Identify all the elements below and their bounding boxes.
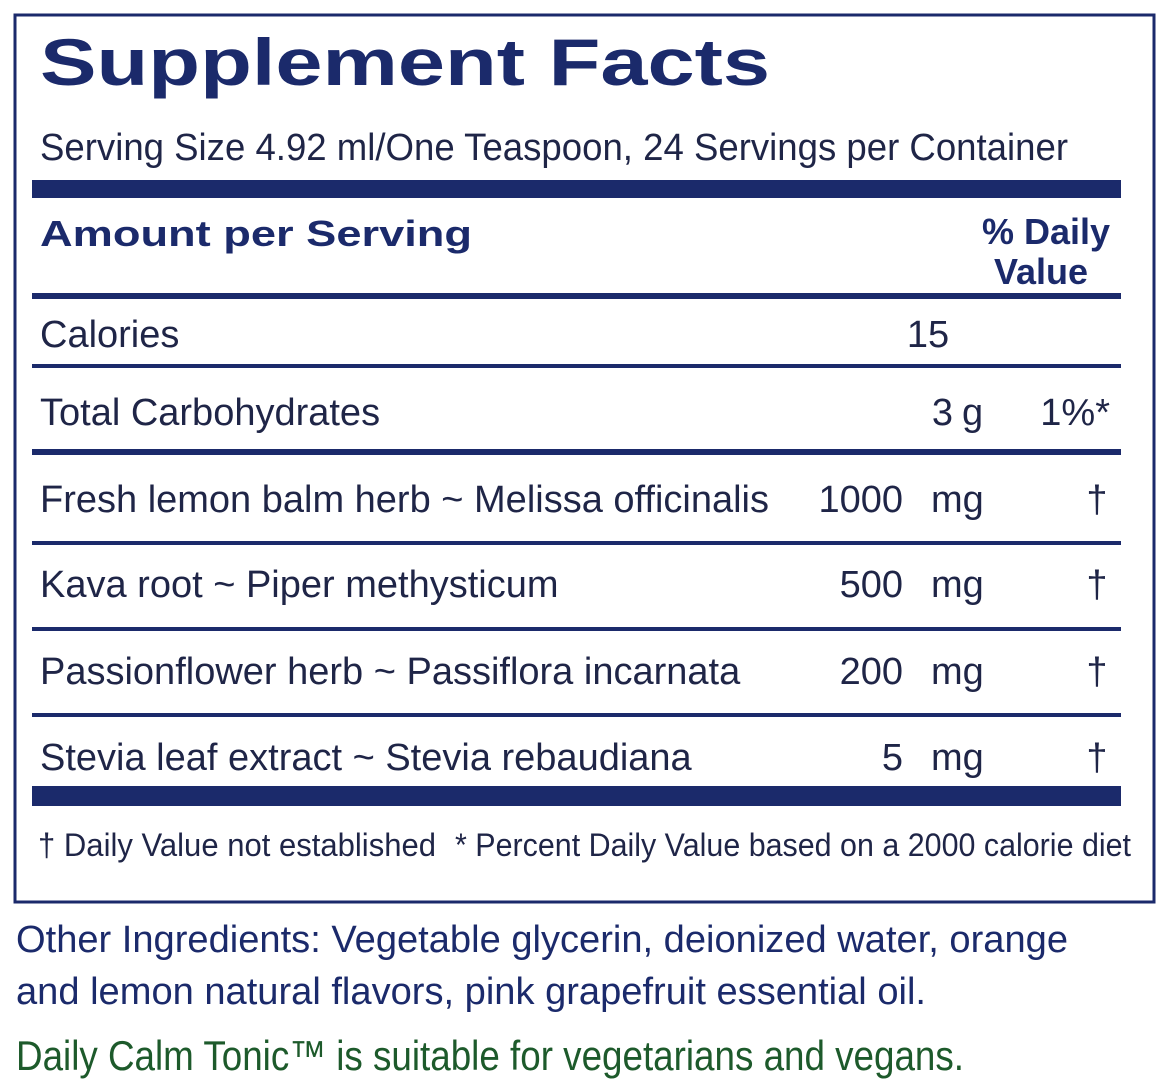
row-name: Total Carbohydrates bbox=[40, 392, 380, 434]
row-unit: mg bbox=[931, 737, 984, 779]
row-unit: g bbox=[962, 392, 983, 434]
rule bbox=[32, 293, 1121, 299]
footnote: * Percent Daily Value based on a 2000 ca… bbox=[455, 827, 1131, 863]
vegan-note: Daily Calm Tonic™ is suitable for vegeta… bbox=[16, 1032, 964, 1079]
row-unit: mg bbox=[931, 564, 984, 606]
row-dv: † bbox=[1086, 651, 1107, 693]
amount-heading: Amount per Serving bbox=[40, 213, 472, 254]
title: Supplement Facts bbox=[40, 25, 770, 99]
other-ingredients: and lemon natural flavors, pink grapefru… bbox=[16, 971, 926, 1013]
row-unit: mg bbox=[931, 479, 984, 521]
row-name: Kava root ~ Piper methysticum bbox=[40, 564, 559, 606]
dv-heading: % Daily bbox=[982, 211, 1110, 252]
row-name: Stevia leaf extract ~ Stevia rebaudiana bbox=[40, 737, 693, 779]
other-ingredients: Other Ingredients: Vegetable glycerin, d… bbox=[16, 919, 1068, 961]
dv-heading: Value bbox=[994, 251, 1088, 292]
row-dv: 1%* bbox=[1040, 392, 1110, 434]
rule bbox=[32, 541, 1121, 545]
row-dv: † bbox=[1086, 737, 1107, 779]
row-amount: 3 bbox=[932, 392, 953, 434]
row-name: Calories bbox=[40, 314, 179, 356]
rule bbox=[32, 713, 1121, 717]
row-amount: 200 bbox=[840, 651, 903, 693]
rule bbox=[32, 627, 1121, 631]
thick-rule bbox=[32, 786, 1121, 806]
thick-rule bbox=[32, 180, 1121, 198]
row-name: Passionflower herb ~ Passiflora incarnat… bbox=[40, 651, 741, 693]
row-unit: mg bbox=[931, 651, 984, 693]
footnote: † Daily Value not established bbox=[38, 827, 436, 863]
row-amount: 500 bbox=[840, 564, 903, 606]
rule bbox=[32, 449, 1121, 455]
rule bbox=[32, 364, 1121, 368]
row-amount: 1000 bbox=[818, 479, 903, 521]
row-amount: 5 bbox=[882, 737, 903, 779]
row-dv: † bbox=[1086, 564, 1107, 606]
serving-size: Serving Size 4.92 ml/One Teaspoon, 24 Se… bbox=[40, 127, 1068, 169]
label-border bbox=[13, 13, 1156, 904]
row-dv: † bbox=[1086, 479, 1107, 521]
row-amount: 15 bbox=[907, 314, 949, 356]
row-name: Fresh lemon balm herb ~ Melissa officina… bbox=[40, 479, 769, 521]
